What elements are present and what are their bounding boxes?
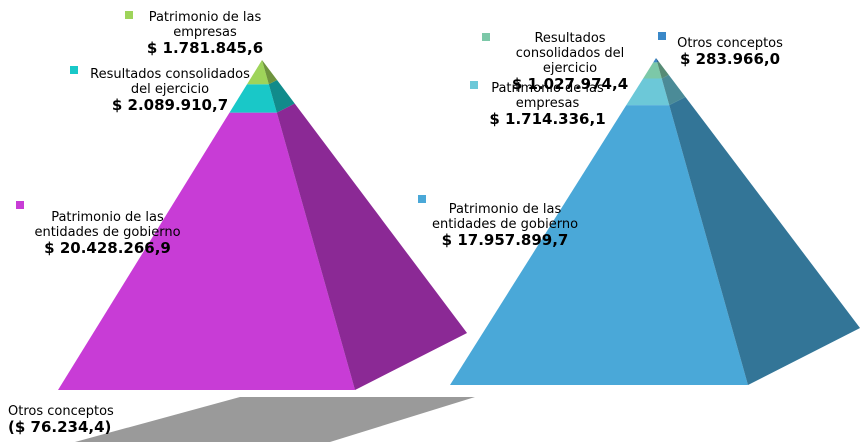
- value-label: $ 17.957.899,7: [441, 231, 569, 249]
- side-shade: [656, 58, 659, 63]
- pyramid-front: [626, 78, 670, 106]
- value-label: ($ 76.234,4): [8, 418, 112, 436]
- data-label: Patrimonio de las entidades de gobierno $…: [20, 210, 195, 257]
- category-label: Patrimonio de las entidades de gobierno: [34, 210, 181, 240]
- data-label: Patrimonio de las entidades de gobierno $…: [425, 202, 585, 249]
- category-label: Otros conceptos: [8, 404, 114, 419]
- pyramid-front: [58, 112, 355, 391]
- category-label: Resultados consolidados del ejercicio: [90, 67, 250, 97]
- pyramid-front: [247, 60, 269, 85]
- value-label: $ 283.966,0: [679, 50, 781, 68]
- category-label: Otros conceptos: [677, 36, 783, 51]
- side-shade: [669, 96, 860, 386]
- value-label: $ 1.781.845,6: [146, 39, 264, 57]
- side-shade: [276, 103, 467, 390]
- data-label: Otros conceptos ($ 76.234,4): [8, 404, 128, 436]
- value-label: $ 20.428.266,9: [44, 239, 171, 257]
- pyramid-side: [661, 74, 686, 106]
- value-label: $ 1.714.336,1: [489, 110, 606, 128]
- legend-marker: [418, 195, 426, 203]
- category-label: Patrimonio de las entidades de gobierno: [431, 202, 579, 232]
- side-shade: [268, 80, 295, 113]
- legend-marker: [125, 11, 133, 19]
- pyramid-side: [669, 96, 860, 386]
- value-label: $ 1.027.974,4: [511, 75, 629, 93]
- legend-marker: [470, 81, 478, 89]
- data-label: Patrimonio de las empresas $ 1.781.845,6: [140, 10, 270, 57]
- side-shade: [657, 61, 669, 79]
- pyramid-front: [643, 62, 662, 79]
- legend-marker: [482, 33, 490, 41]
- legend-marker: [16, 201, 24, 209]
- pyramid-side: [656, 58, 659, 63]
- data-label: Otros conceptos $ 283.966,0: [670, 36, 790, 68]
- pyramid-front: [229, 84, 277, 113]
- legend-marker: [70, 66, 78, 74]
- pyramid-front: [653, 58, 658, 63]
- category-label: Patrimonio de las empresas: [491, 81, 604, 111]
- side-shade: [262, 60, 278, 85]
- data-label: Resultados consolidados del ejercicio $ 2…: [85, 67, 255, 114]
- pyramid-front: [450, 105, 748, 385]
- pyramid-side: [268, 80, 295, 113]
- data-label: Patrimonio de las empresas $ 1.714.336,1: [480, 81, 615, 128]
- category-label: Patrimonio de las empresas: [148, 10, 262, 40]
- pyramid-side: [262, 60, 278, 85]
- pyramid-side: [657, 61, 669, 79]
- negative-shadow: [75, 397, 475, 442]
- value-label: $ 2.089.910,7: [111, 96, 229, 114]
- category-label: Resultados consolidados del ejercicio: [515, 31, 625, 76]
- legend-marker: [658, 32, 666, 40]
- data-label: Resultados consolidados del ejercicio $ 1…: [495, 31, 645, 93]
- pyramid-side: [276, 103, 467, 390]
- side-shade: [661, 74, 686, 106]
